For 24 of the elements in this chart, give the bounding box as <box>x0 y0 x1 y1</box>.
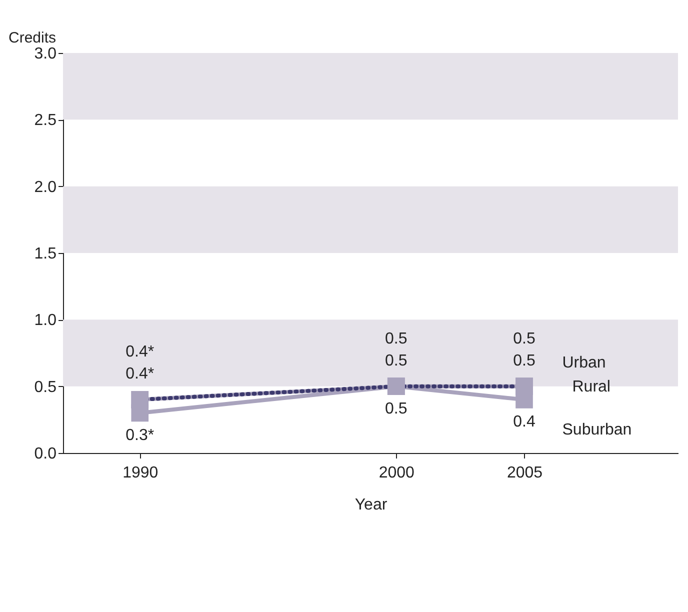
data-label: 0.4* <box>126 344 154 361</box>
y-tick-label: 0.5 <box>34 378 57 396</box>
x-tick-label: 2005 <box>506 464 543 482</box>
text: Suburban <box>562 422 632 439</box>
data-label: 0.5 <box>385 330 408 348</box>
data-label: 0.5 <box>385 400 408 418</box>
y-tick-label: 0.0 <box>34 446 57 462</box>
data-label: 0.5 <box>513 352 536 370</box>
y-tick-label: 2.5 <box>34 112 57 130</box>
y-axis-title: Credits <box>8 30 56 46</box>
data-label: 0.5 <box>513 330 536 348</box>
x-tick-label: 2000 <box>378 464 415 482</box>
data-label: 0.5 <box>385 352 408 370</box>
x-axis-title: Year <box>354 496 388 514</box>
series-label: Urban <box>562 354 606 372</box>
y-tick-label: 3.0 <box>34 46 57 62</box>
data-label: 0.4 <box>513 414 536 431</box>
data-label: 0.3* <box>126 427 154 444</box>
y-tick-label: 1.5 <box>34 246 57 262</box>
y-tick-label: 1.0 <box>34 312 57 330</box>
x-tick-label: 1990 <box>122 464 158 482</box>
y-tick-label: 2.0 <box>34 178 57 196</box>
data-label: 0.4* <box>126 366 154 383</box>
text: Rural <box>572 378 610 396</box>
